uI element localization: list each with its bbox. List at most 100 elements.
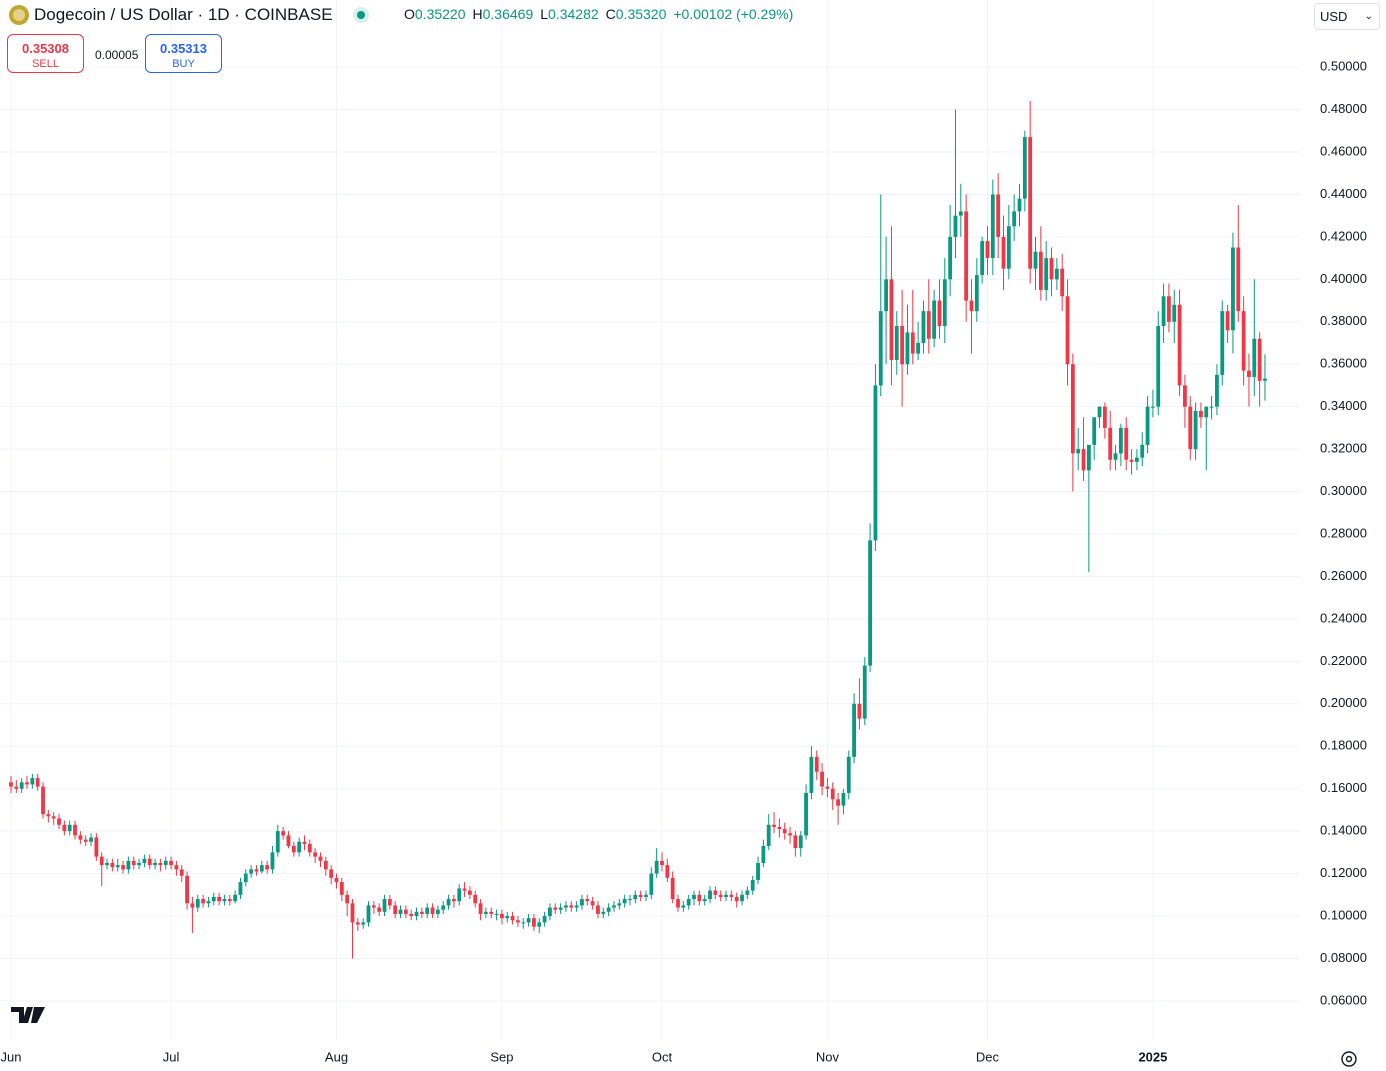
x-tick-label: Nov xyxy=(816,1049,840,1064)
candle-body xyxy=(985,241,990,259)
candle-body xyxy=(1183,385,1187,407)
candle-body xyxy=(1151,406,1155,408)
sell-price: 0.35308 xyxy=(22,41,69,56)
candle-body xyxy=(126,860,131,870)
y-tick-label: 0.28000 xyxy=(1320,525,1367,540)
ohlc-key: H xyxy=(472,6,483,22)
ohlc-legend: O 0.35220 H 0.36469 L 0.34282 C 0.35320 +0.0… xyxy=(404,6,800,22)
candle-body xyxy=(1220,311,1225,375)
buy-button[interactable]: 0.35313 BUY xyxy=(145,34,222,73)
candle-body xyxy=(446,899,451,906)
candle-body xyxy=(1028,137,1033,269)
y-tick-label: 0.14000 xyxy=(1320,823,1367,838)
candle-body xyxy=(1199,410,1203,418)
candle-body xyxy=(1241,311,1246,371)
y-tick-label: 0.32000 xyxy=(1320,441,1367,456)
candle-body xyxy=(227,899,232,902)
candle-body xyxy=(350,903,355,923)
candle-body xyxy=(78,835,83,840)
candle-body xyxy=(1054,268,1059,280)
buy-label: BUY xyxy=(172,58,195,70)
candle-body xyxy=(1017,198,1022,212)
candle-body xyxy=(462,888,467,891)
candle-body xyxy=(1044,258,1049,290)
candle-body xyxy=(1252,338,1257,377)
candle-body xyxy=(734,896,739,902)
candle-body xyxy=(67,824,72,832)
settings-icon[interactable] xyxy=(1338,1048,1360,1070)
candle-body xyxy=(73,824,77,836)
candle-body xyxy=(750,879,755,891)
candle-body xyxy=(894,326,899,360)
candle-body xyxy=(756,862,760,880)
candle-body xyxy=(1215,374,1219,407)
candle-body xyxy=(1001,236,1006,269)
candle-body xyxy=(1156,326,1161,407)
ohlc-key: O xyxy=(404,6,415,22)
candle-body xyxy=(25,782,29,785)
candle-body xyxy=(105,862,109,866)
candle-body xyxy=(777,826,782,830)
candle-body xyxy=(1209,406,1214,408)
y-tick-label: 0.16000 xyxy=(1320,780,1367,795)
candle-body xyxy=(190,903,195,908)
candle-body xyxy=(387,899,392,906)
candle-body xyxy=(403,909,408,914)
candle-body xyxy=(1236,247,1241,312)
candle-body xyxy=(1118,427,1123,454)
candle-body xyxy=(910,332,915,354)
candle-body xyxy=(654,860,659,874)
candle-body xyxy=(1193,410,1198,450)
candle-body xyxy=(1113,453,1118,460)
ohlc-value: 0.34282 xyxy=(548,6,599,22)
sell-button[interactable]: 0.35308 SELL xyxy=(7,34,84,73)
candle-body xyxy=(1097,406,1102,418)
candle-body xyxy=(665,865,670,878)
candle-body xyxy=(414,911,419,917)
candle-body xyxy=(1204,406,1209,418)
candle-body xyxy=(467,890,472,895)
candle-body xyxy=(841,792,846,806)
candle-body xyxy=(1038,251,1043,290)
candle-body xyxy=(1006,226,1011,269)
candle-body xyxy=(281,831,286,836)
ohlc-key: C xyxy=(605,6,616,22)
candle-body xyxy=(297,841,302,853)
candle-body xyxy=(425,907,430,914)
y-tick-label: 0.20000 xyxy=(1320,695,1367,710)
candle-body xyxy=(201,899,205,904)
candle-body xyxy=(131,860,136,866)
y-tick-label: 0.24000 xyxy=(1320,610,1367,625)
candle-body xyxy=(1140,444,1145,458)
candle-body xyxy=(51,816,56,819)
ohlc-key: L xyxy=(540,6,549,22)
currency: USD xyxy=(1320,9,1348,24)
candle-body xyxy=(334,877,339,883)
candle-body xyxy=(830,788,835,800)
currency-select[interactable]: USD ⌄ xyxy=(1314,3,1380,30)
candle-body xyxy=(969,300,974,312)
candle-body xyxy=(612,905,616,908)
candle-body xyxy=(89,837,93,842)
y-tick-label: 0.34000 xyxy=(1320,398,1367,413)
candle-body xyxy=(185,875,189,904)
y-tick-label: 0.42000 xyxy=(1320,228,1367,243)
candle-body xyxy=(516,920,520,923)
candle-body xyxy=(110,862,115,868)
candle-body xyxy=(809,756,814,793)
candle-body xyxy=(564,905,568,908)
candle-body xyxy=(1049,258,1054,280)
candle-body xyxy=(169,860,173,866)
candle-body xyxy=(179,869,184,876)
candle-body xyxy=(1188,406,1193,450)
candle-body xyxy=(878,311,883,386)
candle-body xyxy=(996,194,1001,237)
candle-body xyxy=(553,907,558,910)
candle-body xyxy=(1257,338,1262,381)
candle-body xyxy=(393,905,398,914)
candle-body xyxy=(1247,370,1251,377)
candle-body xyxy=(868,540,872,666)
candle-body xyxy=(964,211,969,301)
y-tick-label: 0.44000 xyxy=(1320,186,1367,201)
candle-body xyxy=(270,852,275,870)
